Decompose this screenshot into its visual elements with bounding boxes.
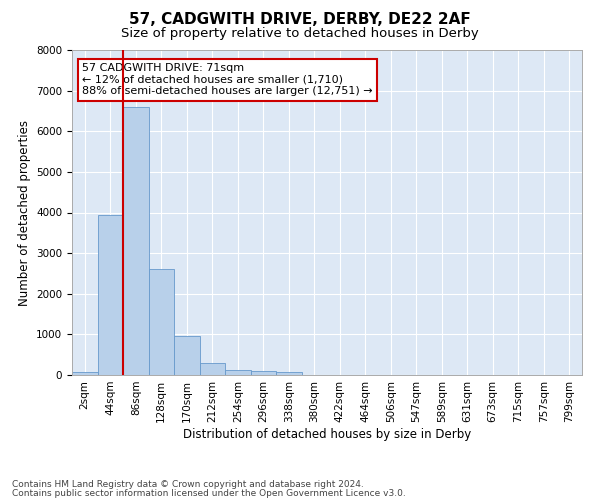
Text: Contains HM Land Registry data © Crown copyright and database right 2024.: Contains HM Land Registry data © Crown c… — [12, 480, 364, 489]
Text: Size of property relative to detached houses in Derby: Size of property relative to detached ho… — [121, 28, 479, 40]
Bar — [174, 336, 199, 375]
Text: 57 CADGWITH DRIVE: 71sqm
← 12% of detached houses are smaller (1,710)
88% of sem: 57 CADGWITH DRIVE: 71sqm ← 12% of detach… — [82, 63, 373, 96]
Bar — [97, 214, 123, 375]
Text: Contains public sector information licensed under the Open Government Licence v3: Contains public sector information licen… — [12, 488, 406, 498]
X-axis label: Distribution of detached houses by size in Derby: Distribution of detached houses by size … — [183, 428, 471, 440]
Bar — [72, 372, 97, 375]
Bar — [123, 107, 149, 375]
Bar — [276, 372, 302, 375]
Bar — [149, 270, 174, 375]
Text: 57, CADGWITH DRIVE, DERBY, DE22 2AF: 57, CADGWITH DRIVE, DERBY, DE22 2AF — [129, 12, 471, 28]
Bar — [251, 370, 276, 375]
Bar — [225, 370, 251, 375]
Y-axis label: Number of detached properties: Number of detached properties — [17, 120, 31, 306]
Bar — [199, 363, 225, 375]
